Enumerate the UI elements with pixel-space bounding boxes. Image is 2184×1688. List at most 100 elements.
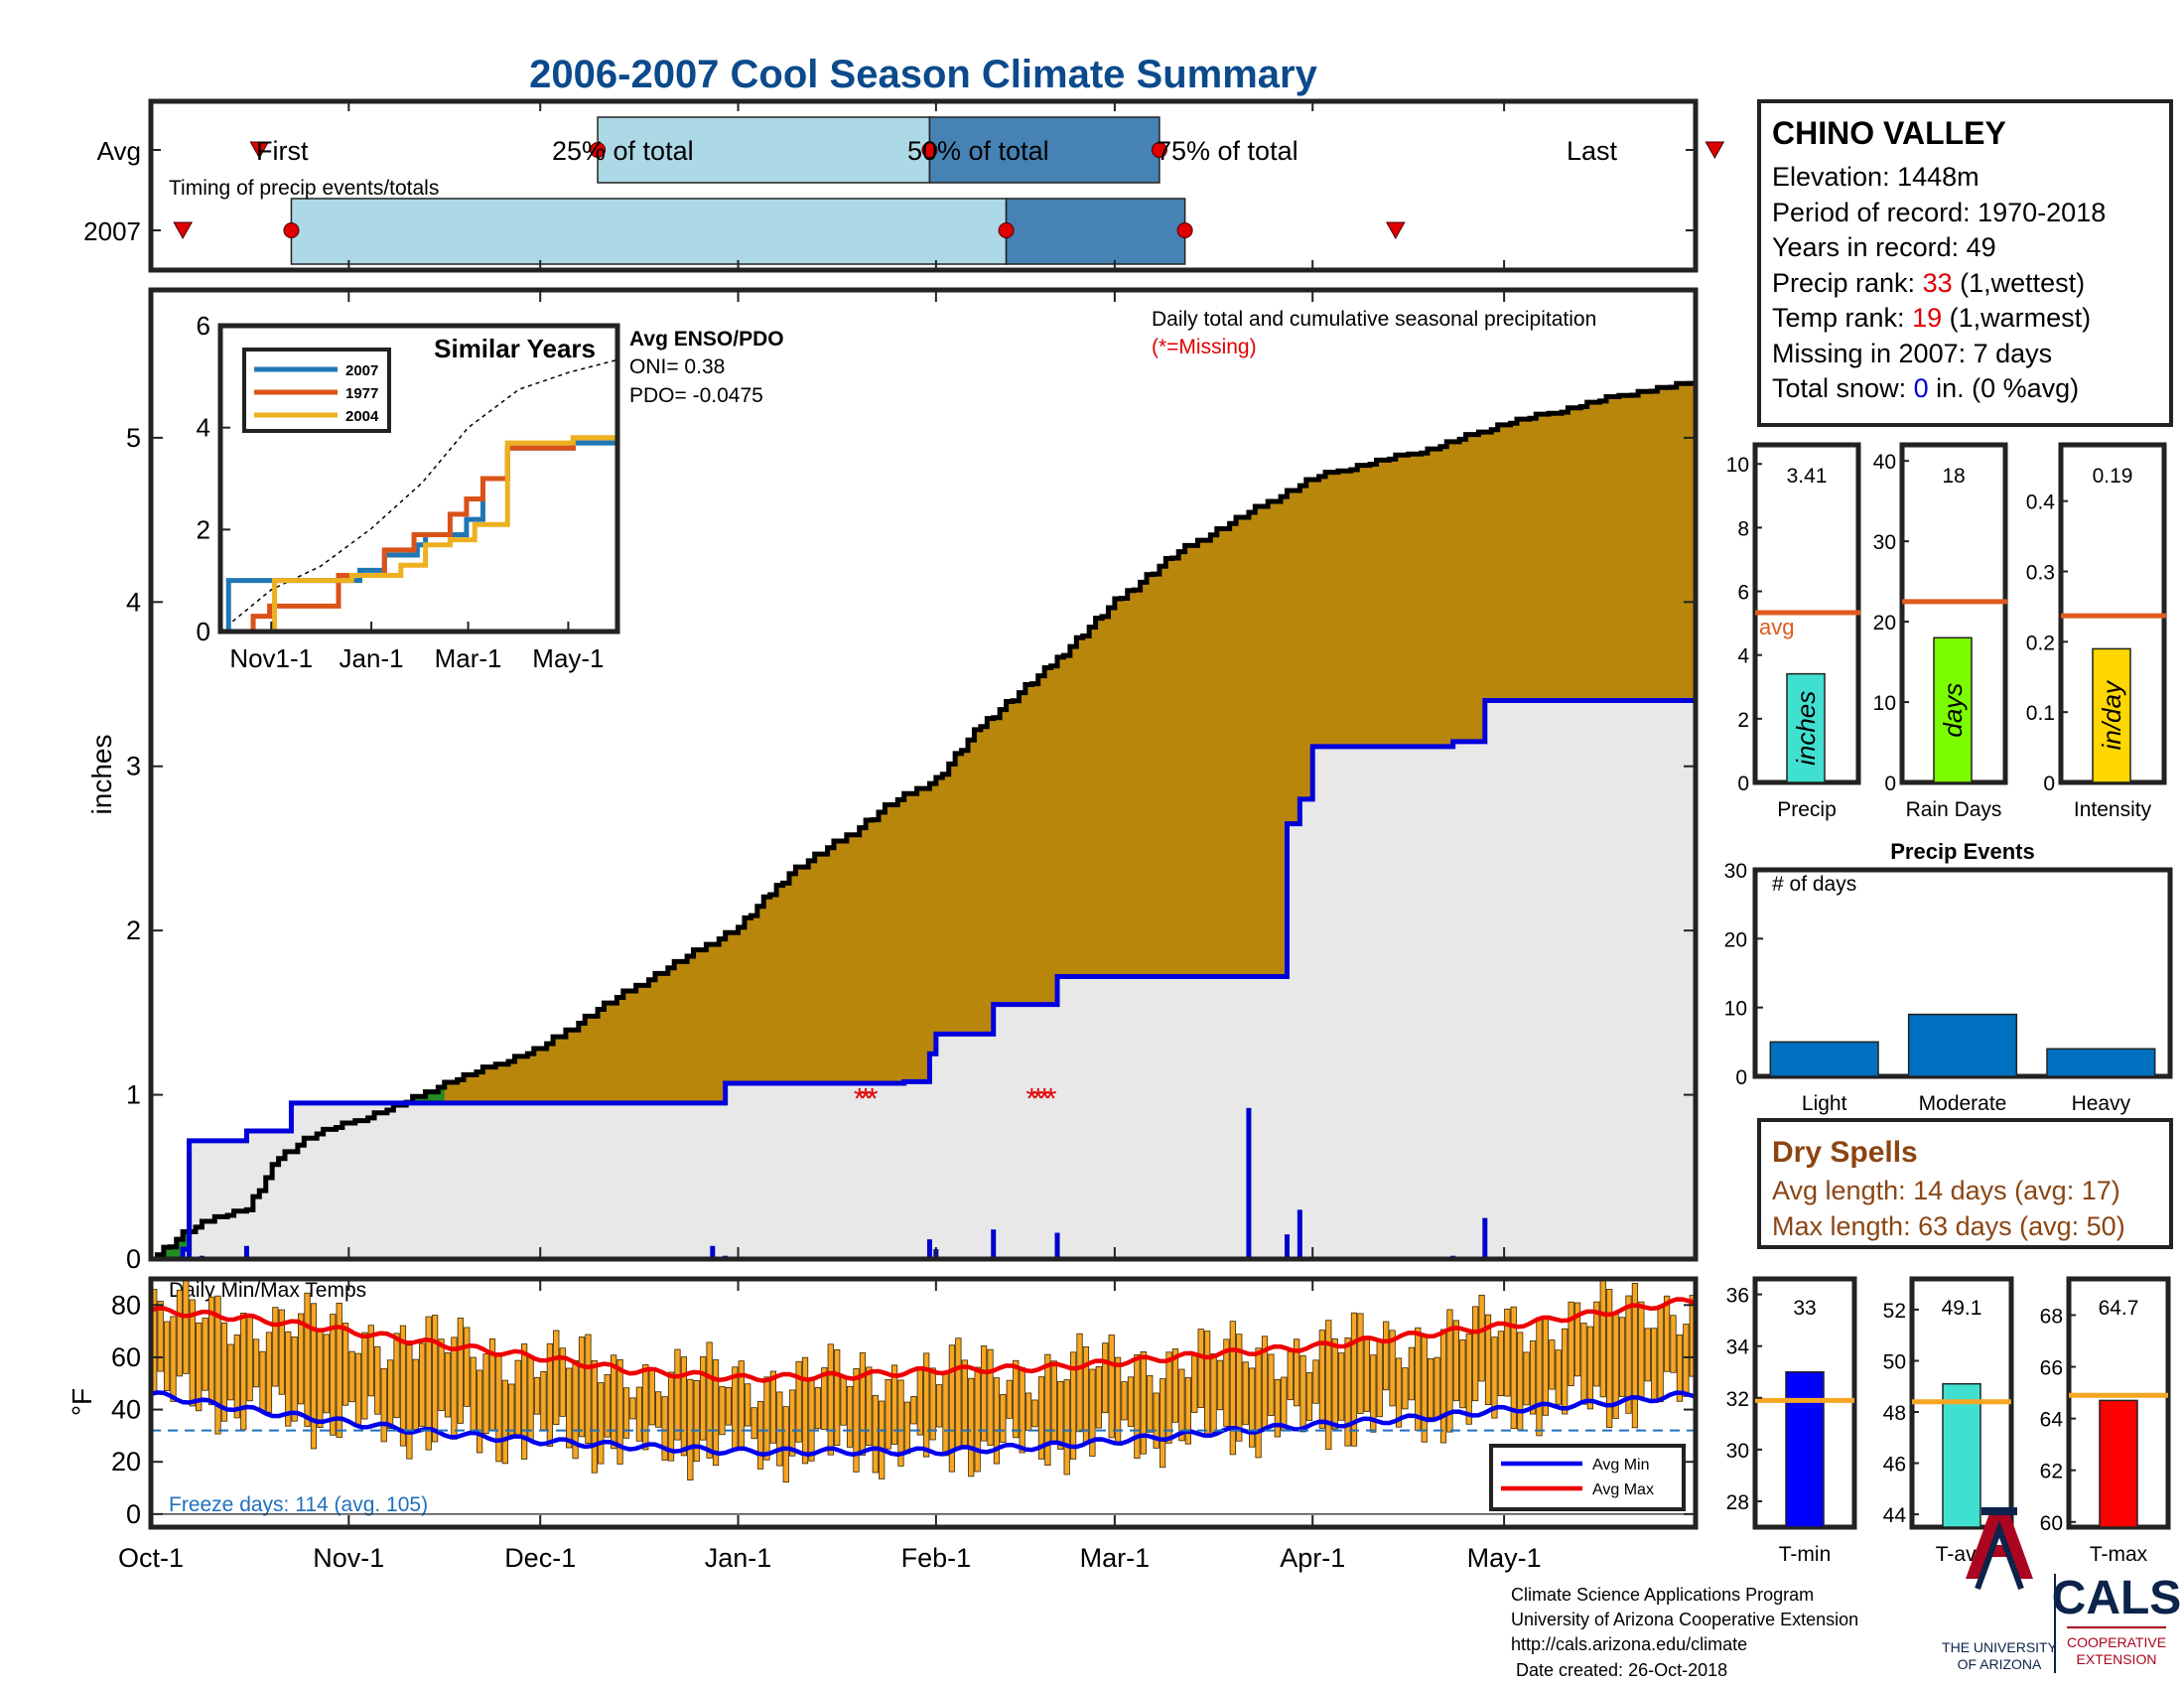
- daily-temp-bar: [1491, 1336, 1498, 1419]
- daily-precip-bar: [926, 1239, 932, 1259]
- small-bar-unit: in/day: [2097, 679, 2126, 750]
- daily-precip-bar: [1297, 1209, 1302, 1259]
- daily-temp-bar: [1452, 1320, 1459, 1402]
- daily-temp-bar: [1651, 1328, 1658, 1402]
- daily-temp-bar: [1562, 1328, 1569, 1415]
- daily-temp-bar: [380, 1367, 387, 1443]
- station-precip-rank: Precip rank: 33 (1,wettest): [1772, 268, 2085, 298]
- daily-temp-bar: [1395, 1357, 1403, 1428]
- y2007-marker-p25: [283, 222, 300, 238]
- daily-temp-bar: [1389, 1330, 1396, 1407]
- temp-bar-ytick-label: 48: [1883, 1402, 1906, 1425]
- timing-subtitle: Timing of precip events/totals: [169, 177, 439, 200]
- temp-ytick-label: 0: [126, 1499, 141, 1529]
- small-bar-ytick-label: 4: [1737, 645, 1749, 668]
- x-axis-tick-label: Oct-1: [118, 1543, 184, 1573]
- precip-events-chart: Precip Events # of days Light Moderate Hea…: [1724, 839, 2173, 1115]
- daily-temp-bar: [929, 1367, 936, 1441]
- daily-temp-bar: [1050, 1360, 1057, 1443]
- y2007-bar-50-75: [1005, 198, 1186, 265]
- daily-temp-bar: [897, 1379, 904, 1467]
- temp-bar-ytick-label: 68: [2040, 1305, 2063, 1328]
- temp-chart: °F Daily Min/Max Temps Freeze days: 114 …: [67, 1276, 1699, 1573]
- temp-bar-ytick-label: 28: [1726, 1491, 1749, 1514]
- daily-temp-bar: [559, 1347, 566, 1417]
- x-axis-tick-label: Nov-1: [313, 1543, 384, 1573]
- station-missing: Missing in 2007: 7 days: [1772, 339, 2052, 368]
- temp-legend-frame: [1489, 1444, 1686, 1511]
- daily-temp-bar: [227, 1343, 234, 1401]
- daily-temp-bar: [1147, 1374, 1154, 1433]
- daily-temp-bar: [330, 1314, 337, 1436]
- daily-temp-bar: [604, 1373, 611, 1438]
- daily-temp-bar: [987, 1348, 994, 1447]
- dry-spells-title: Dry Spells: [1772, 1136, 1918, 1169]
- daily-temp-bar: [399, 1325, 407, 1447]
- daily-temp-bar: [1236, 1334, 1243, 1442]
- daily-temp-bar: [1305, 1372, 1313, 1421]
- daily-temp-bar: [578, 1336, 586, 1438]
- station-period: Period of record: 1970-2018: [1772, 198, 2106, 227]
- daily-temp-bar: [1178, 1368, 1185, 1442]
- daily-temp-bar: [233, 1335, 240, 1419]
- daily-temp-bar: [1299, 1354, 1306, 1433]
- daily-temp-bar: [1433, 1356, 1440, 1419]
- temp-bar-label: T-max: [2090, 1543, 2148, 1566]
- daily-temp-bar: [1044, 1353, 1051, 1466]
- temp-ytick-label: 20: [111, 1447, 141, 1477]
- inset-ytick-label: 2: [197, 514, 210, 544]
- daily-temp-bar: [1644, 1328, 1651, 1382]
- daily-temp-bar: [291, 1336, 298, 1422]
- events-bar-Moderate: [1907, 1013, 2018, 1077]
- cals-logo-text: CALS: [2052, 1572, 2182, 1624]
- daily-temp-bar: [1204, 1331, 1211, 1436]
- y2007-bar-25-50: [290, 198, 1008, 265]
- daily-temp-bar: [814, 1387, 822, 1430]
- x-axis-tick-label: Feb-1: [901, 1543, 972, 1573]
- daily-temp-bar: [341, 1323, 349, 1406]
- daily-temp-bar: [514, 1359, 521, 1439]
- events-title: Precip Events: [1890, 839, 2035, 864]
- daily-temp-bar: [611, 1354, 617, 1450]
- daily-temp-bar: [846, 1385, 854, 1448]
- temp-summary-bars: 332830323436T-min49.14446485052T-avg64.7…: [1726, 1276, 2171, 1566]
- x-axis-tick-label: Jan-1: [705, 1543, 772, 1573]
- daily-temp-bar: [661, 1396, 668, 1461]
- daily-temp-bar: [412, 1358, 419, 1433]
- daily-temp-bar: [1631, 1283, 1639, 1429]
- daily-temp-bar: [1510, 1306, 1517, 1430]
- x-axis-tick-label: Apr-1: [1280, 1543, 1345, 1573]
- daily-temp-bar: [272, 1307, 279, 1387]
- daily-temp-bar: [890, 1364, 898, 1445]
- timing-label-75: 75% of total: [1157, 136, 1298, 166]
- daily-temp-bar: [1573, 1302, 1581, 1377]
- daily-temp-bar: [1472, 1306, 1479, 1402]
- daily-temp-bar: [942, 1372, 949, 1457]
- daily-temp-bar: [1024, 1392, 1032, 1431]
- daily-temp-bar: [808, 1377, 815, 1462]
- daily-temp-bar: [438, 1338, 445, 1411]
- daily-temp-bar: [1184, 1377, 1191, 1445]
- small-bar-label: Precip: [1777, 798, 1837, 821]
- footer-line3: http://cals.arizona.edu/climate: [1511, 1634, 1747, 1654]
- daily-temp-bar: [1465, 1333, 1472, 1425]
- station-info-box: CHINO VALLEY Elevation: 1448m Period of …: [1757, 99, 2173, 427]
- avg-bar-25-50: [597, 116, 931, 184]
- temp-bar-T-max: [2099, 1399, 2138, 1528]
- daily-temp-bar: [745, 1383, 751, 1427]
- temp-bar-value: 33: [1793, 1297, 1816, 1320]
- daily-temp-bar: [769, 1370, 777, 1444]
- daily-temp-bar: [444, 1352, 452, 1418]
- station-elevation: Elevation: 1448m: [1772, 162, 1979, 192]
- daily-temp-bar: [1312, 1359, 1319, 1404]
- footer-line1: Climate Science Applications Program: [1511, 1585, 1814, 1605]
- daily-temp-bar: [1037, 1376, 1045, 1460]
- daily-temp-bar: [980, 1345, 988, 1442]
- main-missing-note: (*=Missing): [1152, 336, 1257, 358]
- main-ytick-label: 4: [126, 587, 141, 617]
- daily-temp-bar: [1350, 1312, 1358, 1447]
- cals-logo-line2: EXTENSION: [2077, 1651, 2157, 1667]
- small-bar-ytick-label: 30: [1873, 531, 1896, 554]
- inset-legend-label: 2004: [345, 408, 379, 425]
- daily-temp-bar: [585, 1334, 592, 1445]
